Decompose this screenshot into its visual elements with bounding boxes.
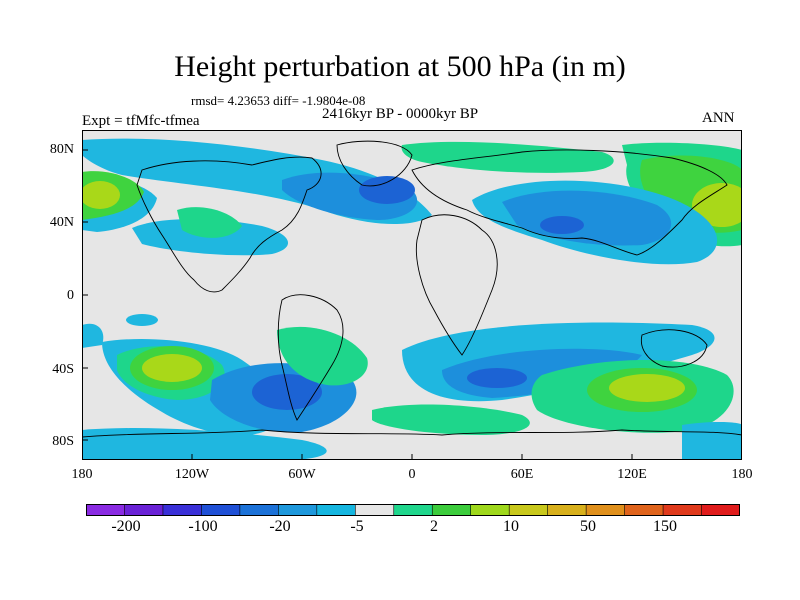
colorbar-label: -100 <box>188 518 218 535</box>
lat-label-0: 0 <box>67 288 74 303</box>
coastlines <box>82 140 742 438</box>
lon-label-120w: 120W <box>174 467 210 482</box>
season-label: ANN <box>702 110 735 126</box>
anomaly-positive <box>177 207 242 238</box>
anomaly-positive <box>692 183 742 227</box>
lon-label-180w: 180 <box>71 467 93 482</box>
period-label: 2416kyr BP - 0000kyr BP <box>322 106 479 122</box>
colorbar-label: -20 <box>269 518 291 535</box>
anomaly-negative <box>502 190 672 246</box>
stats-label: rmsd= 4.23653 diff= -1.9804e-08 <box>191 93 366 108</box>
colorbar-label: -200 <box>111 518 141 535</box>
coastline-eurasia <box>411 149 728 256</box>
colorbar-label: 2 <box>430 518 438 535</box>
lon-label-0: 0 <box>408 467 416 482</box>
anomaly-negative <box>252 374 322 410</box>
lon-label-60e: 60E <box>510 467 534 482</box>
colorbar-swatch <box>86 504 125 516</box>
anomaly-negative <box>540 216 584 234</box>
colorbar-swatch <box>393 504 433 516</box>
coastline-north-america <box>136 156 322 293</box>
colorbar-swatch <box>162 504 202 516</box>
anomaly-positive <box>277 326 368 386</box>
lon-label-120e: 120E <box>617 467 647 482</box>
anomaly-positive <box>372 404 530 435</box>
colorbar-swatch <box>432 504 472 516</box>
coastline-australia <box>640 329 708 368</box>
plot-title: Height perturbation at 500 hPa (in m) <box>174 50 626 83</box>
colorbar-label: -5 <box>350 518 364 535</box>
anomaly-positive <box>142 354 202 382</box>
colorbar-swatch <box>701 504 740 516</box>
colorbar-swatch <box>124 504 164 516</box>
lon-label-180e: 180 <box>731 467 753 482</box>
colorbar-swatch <box>547 504 587 516</box>
coastline-africa-eurasia <box>415 214 498 356</box>
colorbar-swatch <box>663 504 702 516</box>
coastline-south-america <box>277 294 344 421</box>
colorbar-swatch <box>278 504 318 516</box>
lon-label-60w: 60W <box>288 467 316 482</box>
colorbar-swatch <box>355 504 395 516</box>
lat-label-40s: 40S <box>52 362 74 377</box>
lat-label-40n: 40N <box>49 215 74 230</box>
anomaly-positive <box>82 181 120 209</box>
colorbar <box>86 504 740 516</box>
coastline-greenland <box>336 140 413 187</box>
anomaly-negative <box>82 323 104 348</box>
colorbar-swatch <box>509 504 548 516</box>
anomaly-negative <box>82 428 327 460</box>
lat-label-80s: 80S <box>52 434 74 449</box>
map-ticks <box>82 149 633 460</box>
anomaly-positive <box>609 374 685 402</box>
anomaly-negative <box>359 176 415 204</box>
colorbar-swatch <box>239 504 279 516</box>
experiment-label: Expt = tfMfc-tfmea <box>82 113 200 129</box>
colorbar-frame <box>86 504 740 516</box>
anomaly-negative <box>682 421 742 460</box>
colorbar-swatch <box>470 504 510 516</box>
colorbar-swatch <box>624 504 664 516</box>
colorbar-label: 150 <box>653 518 677 535</box>
colorbar-swatch <box>316 504 356 516</box>
coastline-antarctica <box>82 429 742 438</box>
anomaly-negative <box>467 368 527 388</box>
colorbar-swatch <box>586 504 625 516</box>
colorbar-swatch <box>201 504 241 516</box>
colorbar-label: 10 <box>503 518 519 535</box>
map-panel <box>82 130 742 460</box>
lat-label-80n: 80N <box>49 142 74 157</box>
anomaly-negative <box>126 314 158 326</box>
colorbar-label: 50 <box>580 518 596 535</box>
